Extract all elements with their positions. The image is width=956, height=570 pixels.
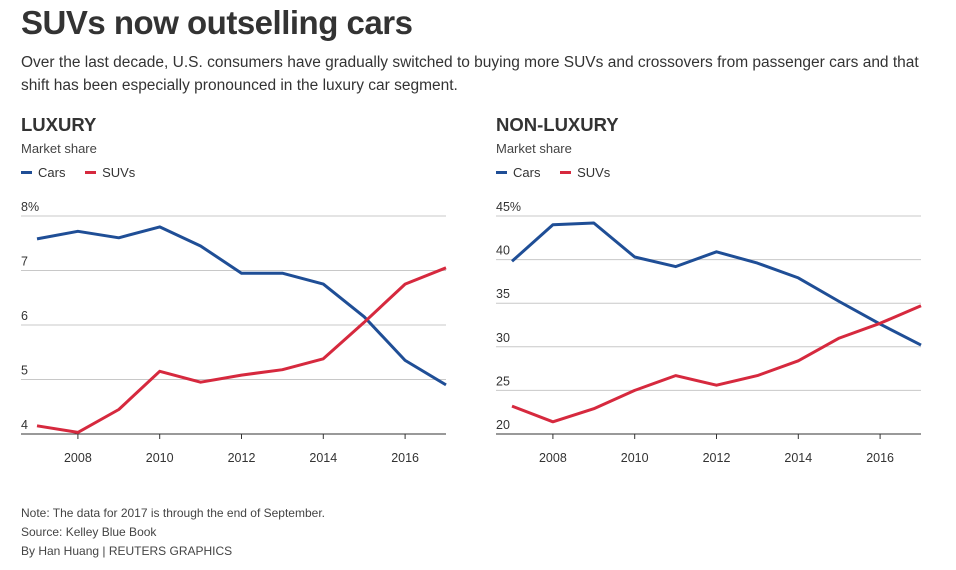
chart-legend: Cars SUVs <box>496 165 626 180</box>
x-tick-label: 2012 <box>228 451 256 465</box>
y-tick-label: 4 <box>21 418 28 432</box>
non-luxury-line-chart: 20 25 30 35 40 45% 2008 2010 2012 2014 2016 <box>496 200 922 465</box>
series-line-suvs <box>511 304 922 424</box>
chart-title: LUXURY <box>21 114 97 135</box>
series-line-suvs <box>36 266 447 434</box>
chart-subtitle: Market share <box>21 141 97 156</box>
y-tick-label: 40 <box>496 244 510 258</box>
x-tick-label: 2012 <box>703 451 731 465</box>
x-tick-label: 2016 <box>866 451 894 465</box>
page-title: SUVs now outselling cars <box>21 4 413 41</box>
x-tick-label: 2014 <box>784 451 812 465</box>
legend-label-cars: Cars <box>513 165 541 180</box>
x-tick-label: 2014 <box>309 451 337 465</box>
y-tick-label: 25 <box>496 374 510 388</box>
x-tick-label: 2010 <box>621 451 649 465</box>
legend-item-suvs: SUVs <box>560 165 610 180</box>
series-line-cars <box>36 225 447 387</box>
legend-item-suvs: SUVs <box>85 165 135 180</box>
legend-item-cars: Cars <box>21 165 65 180</box>
y-tick-label: 45% <box>496 200 521 214</box>
x-tick-label: 2016 <box>391 451 419 465</box>
footer-credit: By Han Huang | REUTERS GRAPHICS <box>21 544 233 558</box>
y-tick-label: 35 <box>496 287 510 301</box>
luxury-line-chart: 4 5 6 7 8% 2008 2010 2012 2014 2016 <box>21 200 447 465</box>
footer-source: Source: Kelley Blue Book <box>21 525 157 539</box>
legend-swatch-cars <box>21 171 32 175</box>
chart-title: NON-LUXURY <box>496 114 619 135</box>
luxury-chart-panel: LUXURY Market share Cars SUVs 4 5 6 7 8% 2008… <box>21 112 461 472</box>
series-line-cars <box>510 221 922 347</box>
y-tick-label: 5 <box>21 364 28 378</box>
x-tick-label: 2010 <box>146 451 174 465</box>
legend-label-suvs: SUVs <box>102 165 136 180</box>
legend-swatch-suvs <box>560 171 572 175</box>
y-tick-label: 30 <box>496 331 510 345</box>
y-tick-label: 20 <box>496 418 510 432</box>
legend-label-suvs: SUVs <box>577 165 611 180</box>
legend-swatch-suvs <box>85 171 97 175</box>
y-tick-label: 6 <box>21 309 28 323</box>
legend-swatch-cars <box>496 171 507 175</box>
page-subtitle: Over the last decade, U.S. consumers hav… <box>21 54 919 94</box>
chart-subtitle: Market share <box>496 141 572 156</box>
y-tick-label: 8% <box>21 200 39 214</box>
legend-label-cars: Cars <box>38 165 66 180</box>
x-tick-label: 2008 <box>64 451 92 465</box>
legend-item-cars: Cars <box>496 165 540 180</box>
chart-legend: Cars SUVs <box>21 165 151 180</box>
footer-note: Note: The data for 2017 is through the e… <box>21 506 325 520</box>
x-tick-label: 2008 <box>539 451 567 465</box>
y-tick-label: 7 <box>21 255 28 269</box>
non-luxury-chart-panel: NON-LUXURY Market share Cars SUVs 20 25 30… <box>496 112 936 472</box>
